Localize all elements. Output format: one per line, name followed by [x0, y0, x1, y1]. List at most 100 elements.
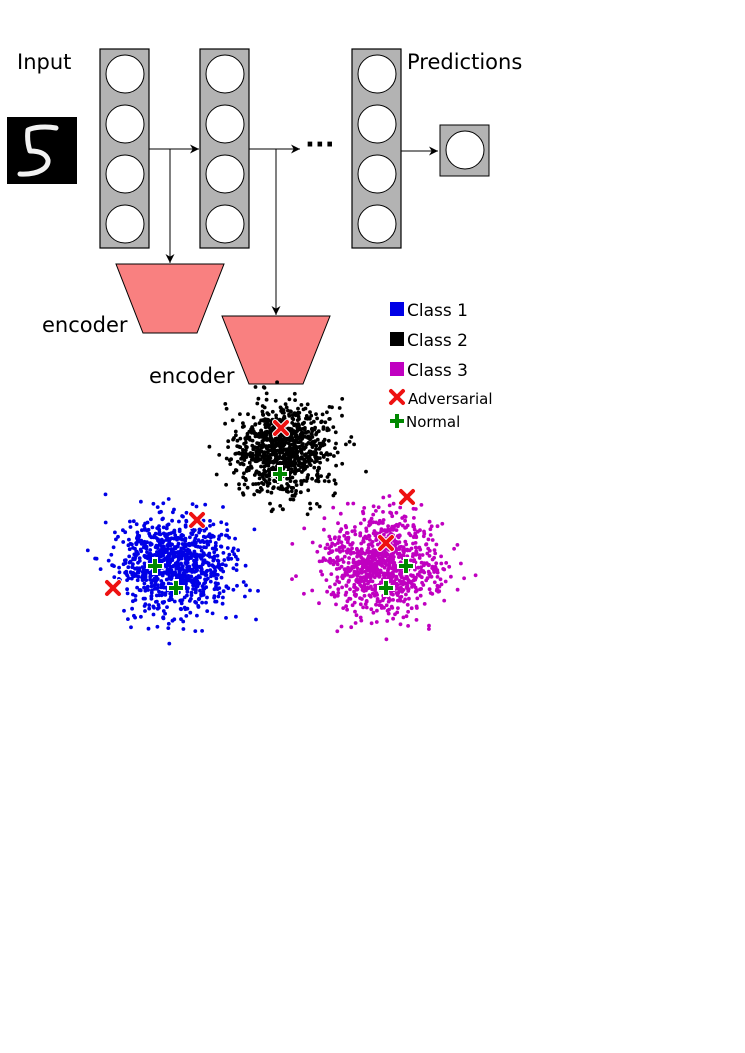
class-3-point: [398, 579, 403, 583]
class-3-point: [329, 572, 334, 576]
class-2-point: [325, 426, 330, 431]
class-3-point: [391, 616, 395, 621]
class-3-point: [340, 545, 345, 550]
class-2-point: [286, 490, 290, 494]
class-1-point: [182, 595, 187, 600]
class-3-point: [380, 561, 384, 565]
class-1-point: [173, 533, 178, 538]
hidden-layer-n: [351, 48, 402, 249]
class-2-point: [233, 429, 238, 434]
class-3-point: [420, 553, 425, 557]
class-1-point: [150, 525, 155, 530]
class-2-point: [319, 451, 323, 456]
class-3-point: [371, 504, 376, 509]
class-2-point: [304, 453, 308, 458]
class-1-point: [177, 519, 181, 524]
class-1-point: [143, 572, 148, 577]
class-2-point: [321, 439, 326, 444]
class-3-point: [335, 575, 340, 580]
class-3-point: [418, 547, 423, 552]
class-2-point: [288, 470, 293, 475]
class-2-point: [259, 457, 263, 462]
encoder-1-shape: [115, 263, 225, 334]
class-3-point: [334, 567, 339, 571]
class-1-point: [146, 626, 151, 631]
class-1-point: [202, 552, 207, 557]
class-1-point: [217, 566, 222, 571]
class-3-point: [320, 572, 325, 577]
class-2-point: [308, 410, 312, 414]
class-2-point: [306, 458, 311, 463]
class-1-point: [234, 614, 238, 619]
class-3-point: [386, 557, 390, 562]
class-2-point: [286, 449, 291, 454]
class-2-point: [288, 452, 293, 457]
class-1-point: [166, 497, 171, 501]
class-2-point: [289, 489, 294, 494]
class-3-point: [400, 516, 405, 520]
class-3-point: [334, 548, 339, 552]
class-2-point: [340, 461, 345, 466]
class-3-point: [351, 560, 356, 565]
class-1-point: [142, 539, 147, 544]
class-2-point: [261, 450, 266, 455]
class-1-point: [133, 566, 137, 571]
class-1-point: [163, 591, 168, 596]
class-2-point: [289, 485, 294, 490]
class-2-point: [299, 455, 304, 460]
class-3-point: [290, 542, 295, 546]
class-3-point: [290, 577, 294, 581]
class-1-point: [171, 547, 175, 552]
class-3-point: [427, 623, 431, 628]
class-1-point: [145, 584, 150, 589]
class-2-point: [320, 412, 325, 417]
class-2-point: [252, 457, 257, 462]
class-1-point: [154, 600, 158, 604]
class-1-point: [163, 550, 168, 555]
class-2-point: [253, 431, 258, 436]
class-1-point: [224, 563, 228, 568]
class-2-point: [259, 464, 263, 469]
class-2-point: [298, 439, 303, 444]
class-2-point: [229, 457, 234, 462]
class-2-point: [243, 477, 248, 481]
class-1-point: [128, 570, 133, 575]
class-3-point: [317, 601, 321, 606]
class-3-point: [325, 542, 330, 547]
class-2-point: [305, 512, 310, 517]
class-1-point: [179, 575, 184, 580]
class-1-point: [214, 599, 219, 604]
class-3-point: [340, 573, 345, 578]
class-1-point: [161, 539, 166, 544]
class-3-point: [349, 625, 354, 630]
class-1-point: [193, 629, 198, 633]
class-2-point: [278, 487, 282, 491]
class-3-point: [418, 587, 422, 592]
class-1-point: [200, 629, 205, 633]
class-3-point: [430, 538, 435, 542]
class-1-point: [126, 617, 130, 621]
class-2-point: [314, 431, 319, 435]
class-2-point: [224, 406, 229, 411]
class-1-point: [144, 546, 149, 551]
class-1-point: [143, 596, 147, 601]
class-3-point: [327, 534, 332, 539]
class-3-point: [351, 550, 356, 555]
class-3-point: [414, 546, 419, 550]
class-1-point: [159, 548, 164, 553]
class-3-point: [398, 622, 403, 627]
class-1-point: [139, 549, 144, 554]
class-1-point: [137, 556, 142, 560]
class-2-point: [223, 402, 228, 406]
class-1-point: [156, 603, 161, 607]
class-3-point: [391, 598, 395, 602]
class-3-point: [379, 555, 384, 560]
class-3-point: [433, 551, 438, 556]
class-1-point: [219, 520, 224, 525]
class-3-point: [325, 589, 329, 594]
class-3-point: [371, 610, 376, 615]
class-3-point: [381, 596, 386, 601]
class-3-point: [406, 609, 410, 614]
class-3-point: [344, 570, 349, 575]
class-1-point: [217, 534, 222, 539]
